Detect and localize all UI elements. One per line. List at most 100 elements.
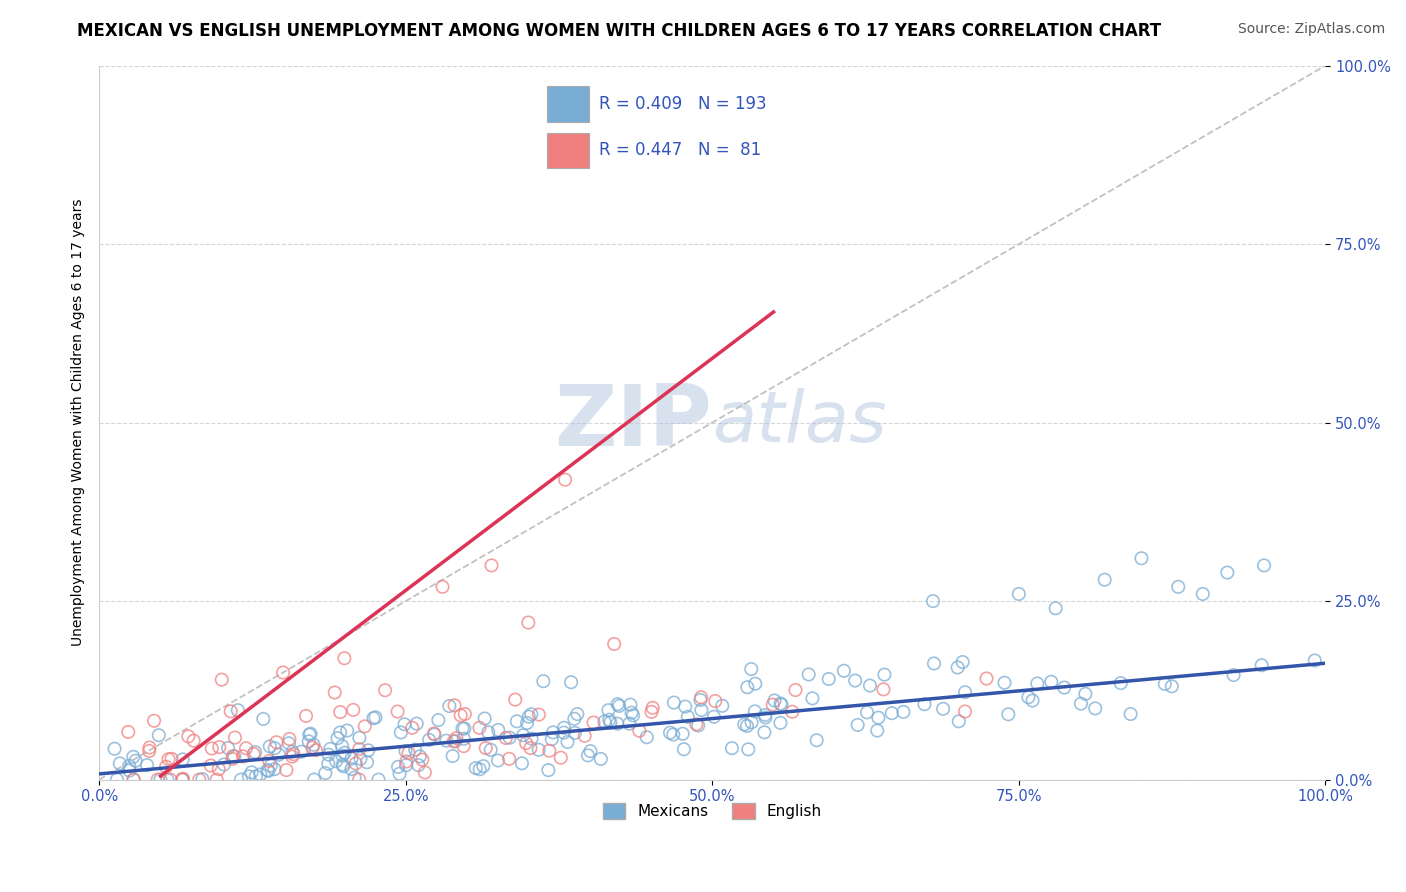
Point [332,759,354,773]
Point [520,731,543,746]
Point [404,742,426,756]
Point [474,741,496,756]
Point [540,732,562,747]
Point [146,772,169,787]
Point [1216,566,1239,580]
Point [498,752,520,766]
Point [367,772,389,787]
Point [172,752,194,766]
Point [1070,697,1092,711]
Point [224,749,246,764]
Point [418,732,440,747]
Point [553,721,575,735]
Point [589,752,612,766]
Point [515,736,537,750]
Point [364,710,387,724]
Point [299,727,322,741]
Point [859,679,882,693]
Point [405,716,427,731]
Point [259,739,281,754]
Point [662,727,685,741]
Point [763,693,786,707]
Point [347,772,370,787]
Point [290,745,312,759]
Point [349,752,371,766]
Point [329,705,352,719]
Point [946,660,969,674]
Legend: Mexicans, English: Mexicans, English [596,797,828,825]
Point [453,722,475,736]
Point [326,731,349,746]
Point [598,703,620,717]
Point [183,733,205,747]
Point [444,734,467,748]
Text: atlas: atlas [713,388,887,457]
Point [997,707,1019,722]
Point [295,709,318,723]
Point [554,473,576,487]
Point [157,752,180,766]
Point [172,772,194,786]
Point [439,699,461,714]
Point [557,735,579,749]
Point [472,759,495,773]
Point [1250,658,1272,673]
Point [434,733,457,747]
Point [432,580,454,594]
Point [446,731,468,746]
Point [737,742,759,756]
Point [735,719,758,733]
Point [122,772,145,787]
Point [721,741,744,756]
Point [562,712,585,726]
Point [108,756,131,771]
Point [271,665,294,680]
Point [797,667,820,681]
Point [208,762,231,776]
Point [676,710,699,724]
Point [217,741,239,756]
Point [527,743,550,757]
Point [221,752,243,766]
Point [579,744,602,758]
Point [357,743,380,757]
Point [1119,706,1142,721]
Point [932,702,955,716]
Point [443,734,465,748]
Point [263,762,285,776]
Point [619,698,641,712]
Point [252,712,274,726]
Point [450,708,472,723]
Point [117,725,139,739]
Point [1109,676,1132,690]
Point [395,755,418,769]
Point [340,751,363,765]
Point [138,744,160,758]
Point [260,758,283,772]
Point [343,771,366,785]
Point [1167,580,1189,594]
Point [598,713,620,727]
Point [953,705,976,719]
Point [212,757,235,772]
Point [498,731,520,745]
Point [527,707,550,722]
Point [454,706,477,721]
Point [481,558,503,573]
Point [122,749,145,764]
Point [740,662,762,676]
Point [281,745,304,759]
Point [323,685,346,699]
Point [191,772,214,786]
Point [267,747,290,762]
Point [388,766,411,780]
Point [301,740,323,755]
Point [486,723,509,737]
Point [441,749,464,764]
Point [325,754,347,768]
Point [222,749,245,764]
Point [606,697,628,711]
Point [754,707,776,722]
Point [349,742,371,756]
Point [704,694,727,708]
